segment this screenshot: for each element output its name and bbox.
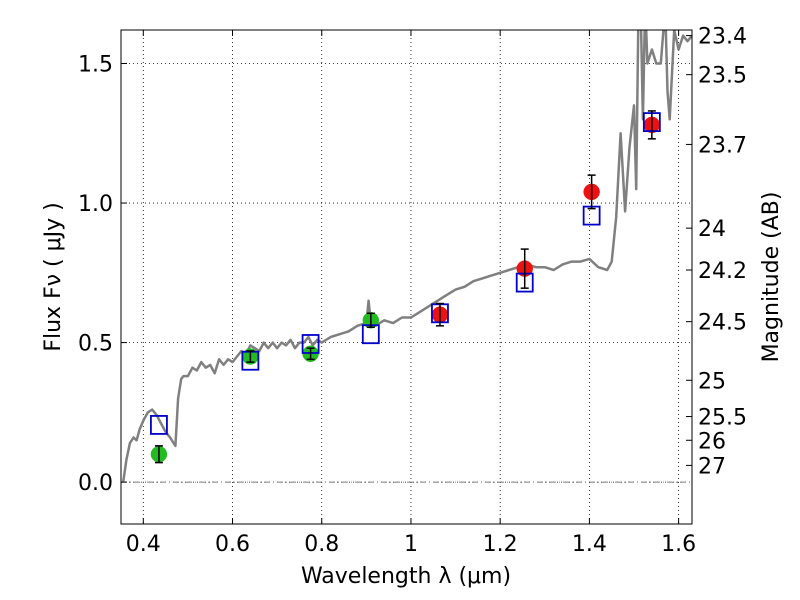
- model-spectrum: [121, 30, 692, 483]
- magnitude-tick-label-3: 24: [698, 217, 726, 242]
- x-tick-label-0: 0.4: [126, 532, 161, 557]
- magnitude-tick-label-9: 27: [698, 454, 726, 479]
- y-tick-label-2: 1.0: [78, 192, 113, 217]
- plot-frame: [120, 29, 693, 525]
- plot-background: [121, 30, 692, 524]
- magnitude-tick-label-7: 25.5: [698, 406, 747, 431]
- magnitude-tick-label-4: 24.2: [698, 259, 747, 284]
- x-tick-label-2: 0.8: [304, 532, 339, 557]
- x-tick-label-6: 1.6: [661, 532, 696, 557]
- x-tick-label-5: 1.4: [572, 532, 607, 557]
- magnitude-tick-label-6: 25: [698, 369, 726, 394]
- magnitude-tick-label-0: 23.4: [698, 25, 747, 50]
- magnitude-tick-label-2: 23.7: [698, 133, 747, 158]
- y-axis-label: Flux Fν ( μJy ): [41, 202, 66, 351]
- y-tick-label-3: 1.5: [78, 52, 113, 77]
- y-axis-ticks: 0.0 0.5 1.0 1.5: [78, 52, 127, 496]
- y-tick-label-0: 0.0: [78, 471, 113, 496]
- x-tick-label-3: 1: [404, 532, 418, 557]
- x-tick-label-4: 1.2: [483, 532, 518, 557]
- error-bars: [154, 110, 656, 464]
- magnitude-tick-label-8: 26: [698, 429, 726, 454]
- magnitude-tick-label-1: 23.5: [698, 64, 747, 89]
- x-tick-label-1: 0.6: [215, 532, 250, 557]
- square-marker-0: [150, 415, 168, 435]
- x-axis-ticks: 0.4 0.6 0.8 1 1.2 1.4 1.6: [126, 30, 696, 557]
- y-tick-label-1: 0.5: [78, 332, 113, 357]
- magnitude-axis-label: Magnitude (AB): [759, 192, 784, 363]
- model-spectrum-line: [121, 30, 692, 483]
- magnitude-tick-label-5: 24.5: [698, 311, 747, 336]
- x-axis-label: Wavelength λ (μm): [301, 564, 511, 589]
